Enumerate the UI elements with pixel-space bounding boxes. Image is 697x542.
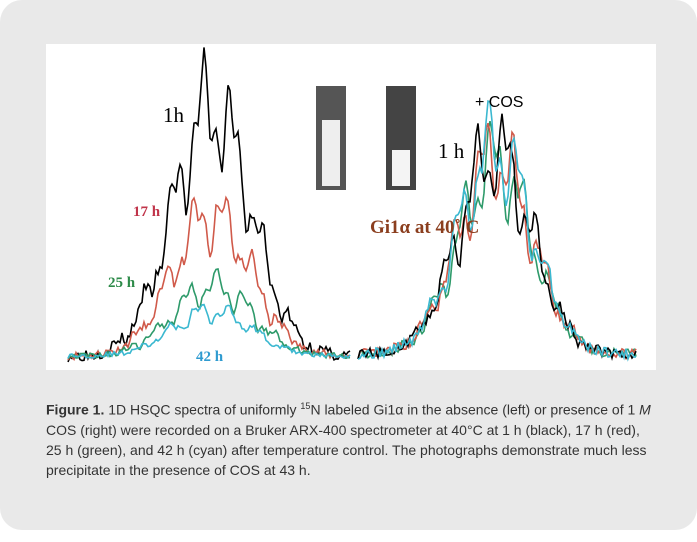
label: 17 h <box>133 204 161 220</box>
caption-text: N labeled Gi1α in the absence (left) or … <box>310 401 640 418</box>
caption-italic: M <box>639 401 651 418</box>
caption: Figure 1. 1D HSQC spectra of uniformly 1… <box>46 396 656 480</box>
caption-text: 1D HSQC spectra of uniformly <box>104 401 301 418</box>
label: 25 h <box>108 275 136 291</box>
label: Gi1α at 40˚ C <box>370 217 479 238</box>
caption-text: COS (right) were recorded on a Bruker AR… <box>46 421 647 478</box>
caption-sup: 15 <box>300 401 311 411</box>
label: + COS <box>475 94 523 111</box>
figure-panel: 1h 17 h 25 h 42 h + COS 1 h Gi1α at 40˚ … <box>0 0 697 530</box>
spectra <box>67 47 637 363</box>
label: 1 h <box>438 139 465 163</box>
label: 1h <box>163 103 185 127</box>
figure-image: 1h 17 h 25 h 42 h + COS 1 h Gi1α at 40˚ … <box>46 44 656 370</box>
precipitate <box>392 150 410 186</box>
precipitate <box>322 120 340 186</box>
spectrum-line <box>357 100 637 362</box>
caption-lead: Figure 1. <box>46 401 105 418</box>
spectrum-line <box>67 47 351 363</box>
spectrum-line <box>67 303 351 360</box>
spectrum-line <box>357 122 637 360</box>
spectrum-line <box>67 268 351 360</box>
label: 42 h <box>196 349 224 365</box>
